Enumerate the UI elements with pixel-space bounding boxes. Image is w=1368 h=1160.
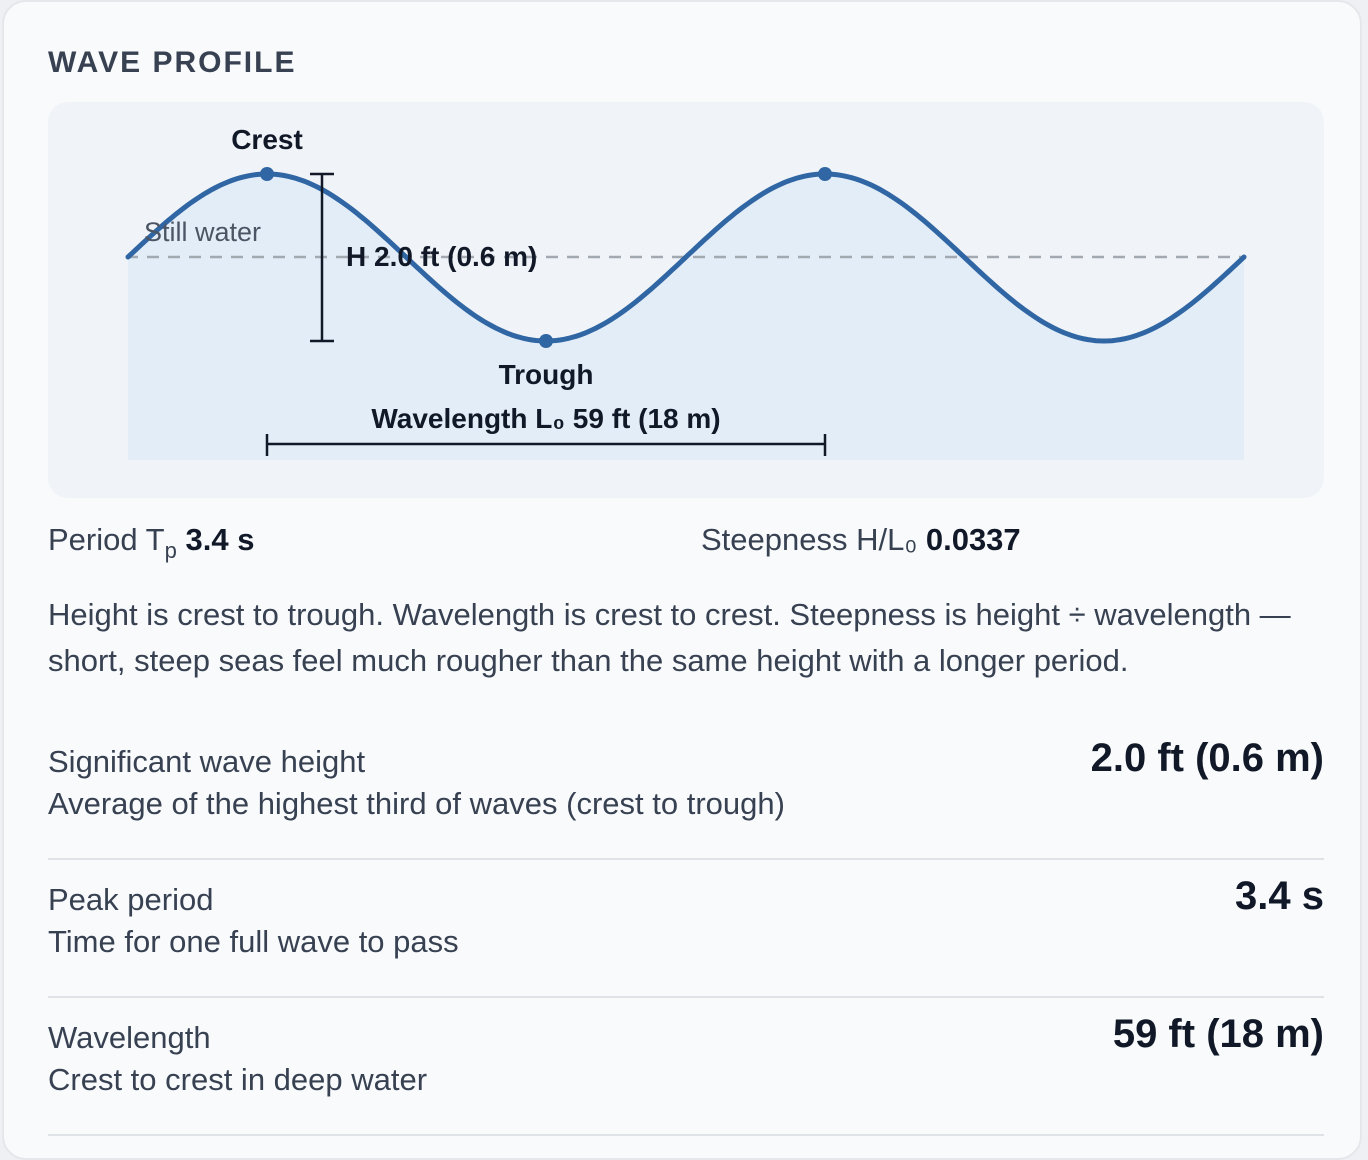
still-water-label: Still water [144, 217, 261, 247]
metric-description: Average of the highest third of waves (c… [48, 786, 785, 821]
section-title: WAVE PROFILE [48, 46, 297, 79]
metric-value: 2.0 ft (0.6 m) [1090, 736, 1324, 780]
metric-label: Peak period [48, 882, 214, 917]
crest-label: Crest [231, 124, 303, 155]
height-marker [310, 172, 334, 343]
metric-description: Crest to crest in deep water [48, 1062, 428, 1097]
metric-value: 59 ft (18 m) [1112, 1012, 1324, 1056]
wavelength-annotation: Wavelength L₀ 59 ft (18 m) [371, 403, 720, 434]
crest-point [260, 167, 274, 181]
metric-row-significant-wave-height: Significant wave height Average of the h… [48, 722, 1324, 860]
water-fill [128, 174, 1244, 460]
trough-point [539, 334, 553, 348]
metric-row-peak-period: Peak period Time for one full wave to pa… [48, 860, 1324, 998]
period-value: 3.4 s [185, 522, 255, 557]
trough-label: Trough [499, 359, 594, 390]
explanation-note: Height is crest to trough. Wavelength is… [48, 597, 1291, 678]
wave-diagram-svg: Still water H 2.0 ft (0.6 m) Crest Troug… [125, 124, 1247, 460]
period-stat: Period Tp 3.4 s [48, 522, 254, 564]
crest-point-2 [818, 167, 832, 181]
steepness-label: Steepness H/L₀ [701, 522, 918, 557]
height-annotation: H 2.0 ft (0.6 m) [346, 241, 537, 272]
metric-description: Time for one full wave to pass [48, 924, 459, 959]
wave-curve [125, 171, 1247, 344]
metric-label: Significant wave height [48, 744, 366, 779]
steepness-stat: Steepness H/L₀ 0.0337 [701, 522, 1021, 558]
metric-value: 3.4 s [1235, 874, 1324, 918]
period-label: Period T [48, 522, 165, 557]
metric-row-wavelength: Wavelength Crest to crest in deep water … [48, 998, 1324, 1136]
steepness-value: 0.0337 [925, 522, 1021, 557]
period-label-sub: p [164, 538, 177, 563]
wavelength-marker [265, 434, 827, 456]
metric-label: Wavelength [48, 1020, 211, 1055]
wave-diagram: Still water H 2.0 ft (0.6 m) Crest Troug… [48, 102, 1324, 498]
